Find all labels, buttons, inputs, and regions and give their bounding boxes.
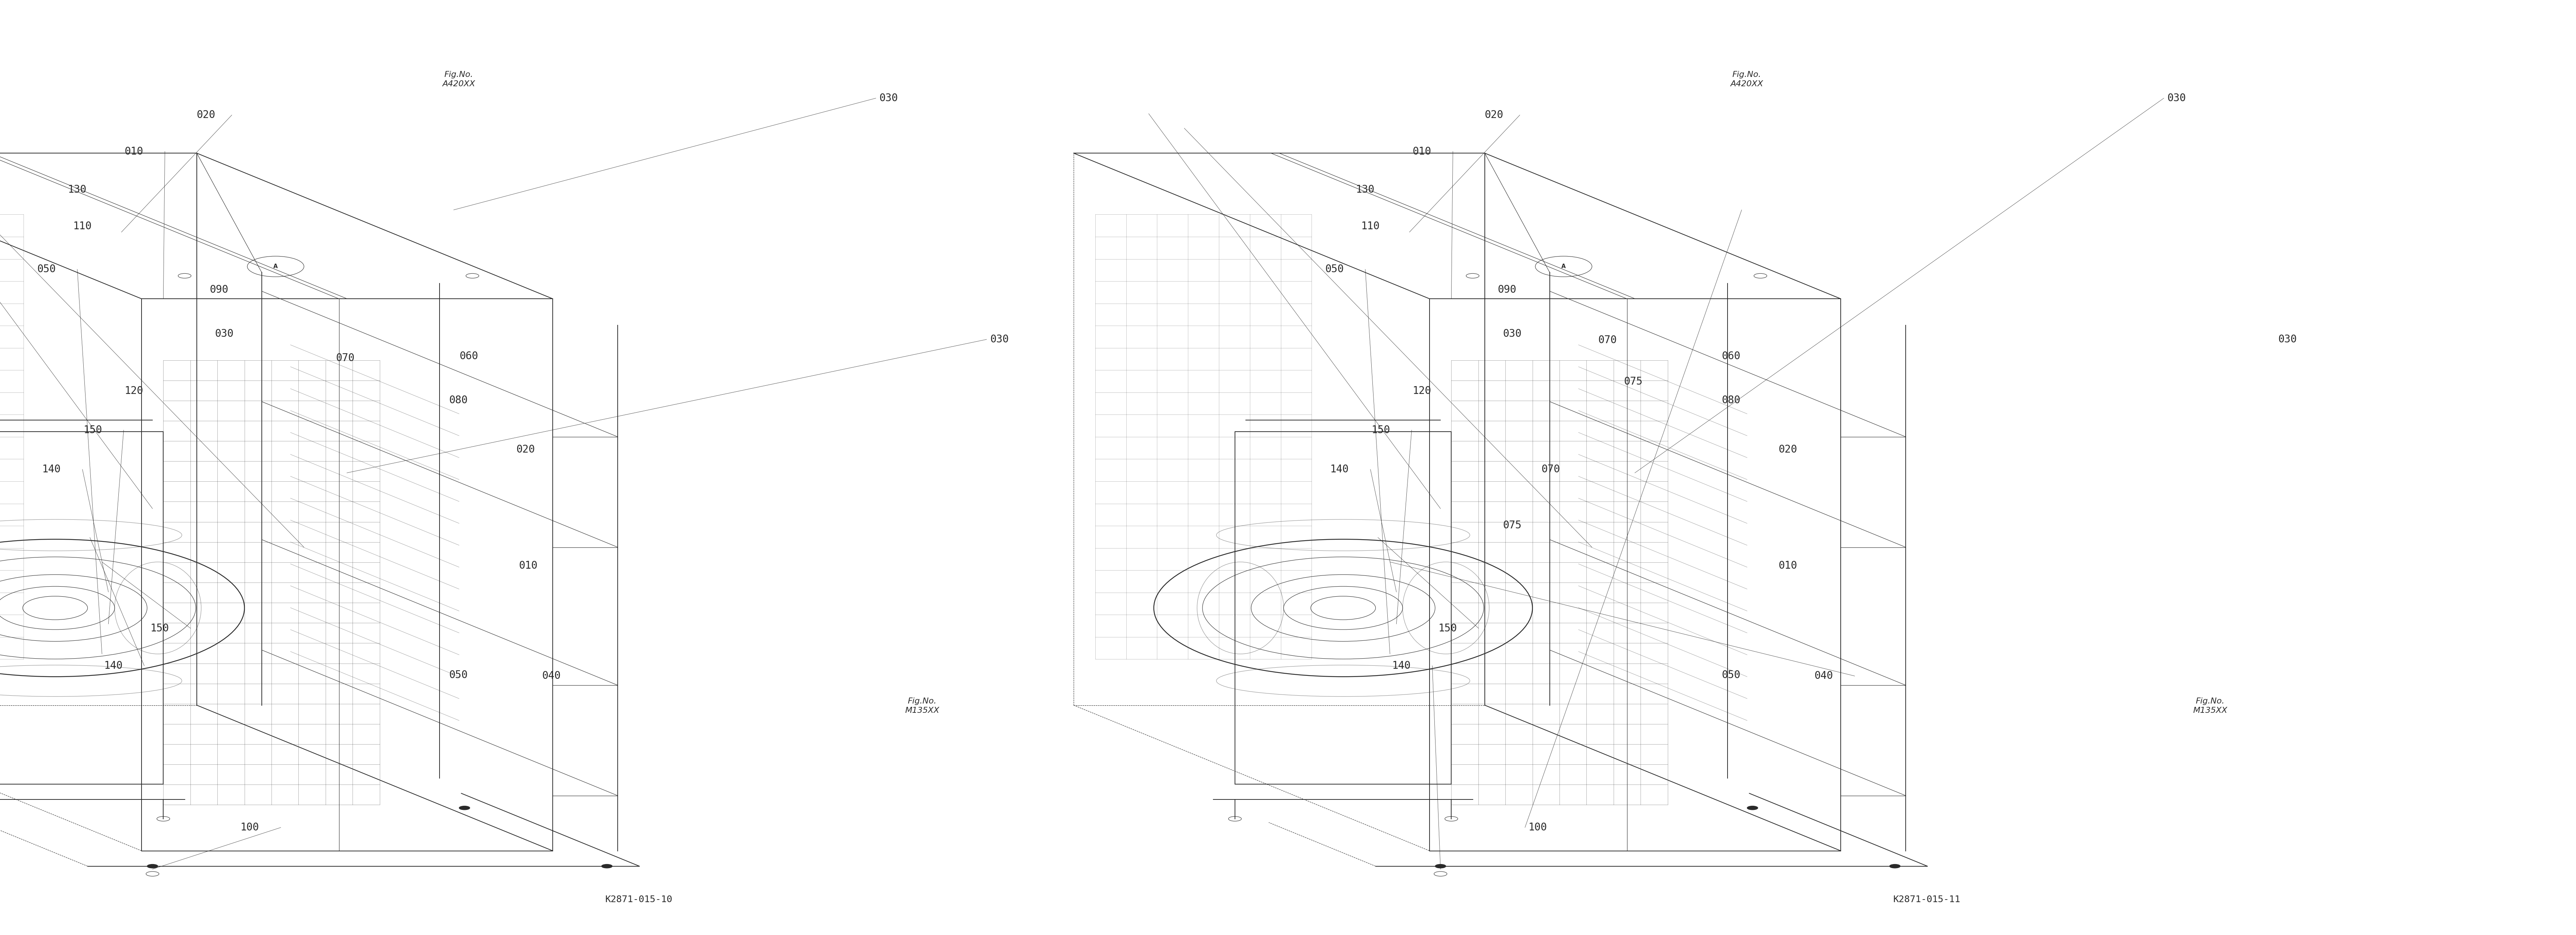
Text: Fig.No.
M135XX: Fig.No. M135XX <box>2192 698 2228 714</box>
Text: 075: 075 <box>1623 376 1643 387</box>
Text: 070: 070 <box>1597 335 1618 346</box>
Text: 140: 140 <box>41 464 62 475</box>
Text: 110: 110 <box>1360 221 1381 232</box>
Text: 075: 075 <box>1502 520 1522 531</box>
Text: 150: 150 <box>82 424 103 436</box>
Text: 100: 100 <box>1528 822 1548 833</box>
Text: 070: 070 <box>1540 464 1561 475</box>
Text: 050: 050 <box>1324 264 1345 275</box>
Text: A: A <box>273 264 278 269</box>
Text: 060: 060 <box>459 351 479 362</box>
Text: 050: 050 <box>448 669 469 681</box>
Text: 070: 070 <box>335 352 355 364</box>
Text: 030: 030 <box>878 93 899 104</box>
Text: 080: 080 <box>1721 395 1741 406</box>
Circle shape <box>600 864 613 868</box>
Text: 140: 140 <box>103 660 124 671</box>
Text: 110: 110 <box>72 221 93 232</box>
Text: 050: 050 <box>1721 669 1741 681</box>
Text: 020: 020 <box>196 109 216 121</box>
Text: 030: 030 <box>1502 328 1522 339</box>
Bar <box>0 432 162 784</box>
Text: 010: 010 <box>1777 560 1798 571</box>
Text: 020: 020 <box>1484 109 1504 121</box>
Text: 150: 150 <box>149 623 170 634</box>
Text: 040: 040 <box>541 670 562 682</box>
Text: 130: 130 <box>1355 184 1376 195</box>
Text: 020: 020 <box>515 444 536 455</box>
Text: 150: 150 <box>1370 424 1391 436</box>
Text: 090: 090 <box>209 284 229 295</box>
Text: 140: 140 <box>1391 660 1412 671</box>
Circle shape <box>1888 864 1901 868</box>
Text: 010: 010 <box>124 146 144 157</box>
Text: 150: 150 <box>1437 623 1458 634</box>
Text: Fig.No.
A420XX: Fig.No. A420XX <box>443 71 474 88</box>
Text: K2871-015-10: K2871-015-10 <box>605 895 672 904</box>
Bar <box>1234 432 1450 784</box>
Text: 020: 020 <box>1777 444 1798 455</box>
Text: 010: 010 <box>518 560 538 571</box>
Text: 120: 120 <box>1412 385 1432 396</box>
Circle shape <box>147 864 157 868</box>
Text: 060: 060 <box>1721 351 1741 362</box>
Text: 100: 100 <box>240 822 260 833</box>
Text: 010: 010 <box>1412 146 1432 157</box>
Text: Fig.No.
A420XX: Fig.No. A420XX <box>1731 71 1762 88</box>
Text: 140: 140 <box>1329 464 1350 475</box>
Text: 130: 130 <box>67 184 88 195</box>
Text: 030: 030 <box>2166 93 2187 104</box>
Circle shape <box>459 806 469 810</box>
Text: A: A <box>1561 264 1566 269</box>
Text: 040: 040 <box>1814 670 1834 682</box>
Text: 030: 030 <box>214 328 234 339</box>
Circle shape <box>1747 806 1757 810</box>
Text: 050: 050 <box>36 264 57 275</box>
Text: K2871-015-11: K2871-015-11 <box>1893 895 1960 904</box>
Text: 090: 090 <box>1497 284 1517 295</box>
Text: 030: 030 <box>2277 334 2298 345</box>
Text: Fig.No.
M135XX: Fig.No. M135XX <box>904 698 940 714</box>
Circle shape <box>1435 864 1445 868</box>
Text: 120: 120 <box>124 385 144 396</box>
Text: 080: 080 <box>448 395 469 406</box>
Text: 030: 030 <box>989 334 1010 345</box>
